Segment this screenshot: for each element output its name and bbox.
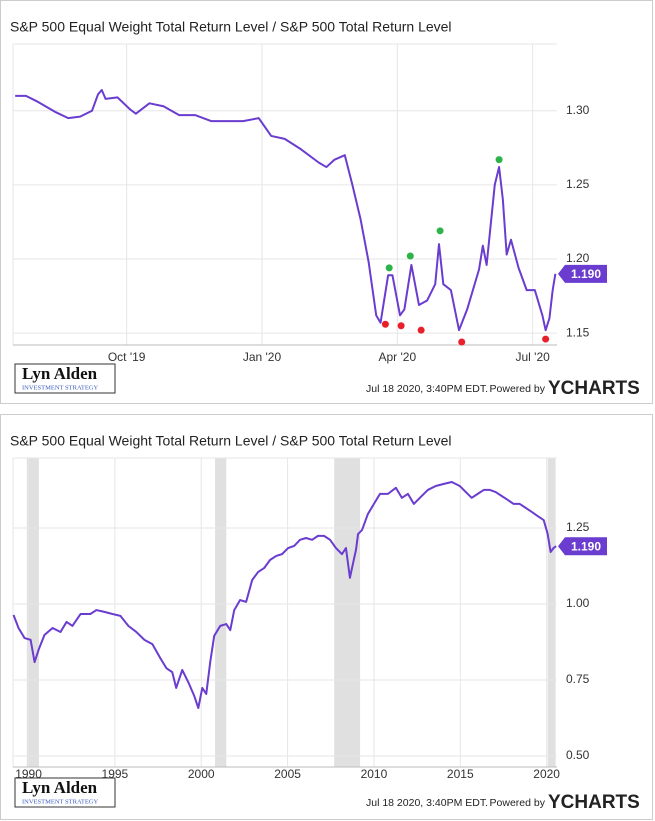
shaded-period <box>547 458 556 767</box>
y-tick-label: 1.20 <box>566 251 590 265</box>
chart-panel: S&P 500 Equal Weight Total Return Level … <box>0 414 653 820</box>
value-badge <box>558 264 607 283</box>
highlight-point <box>385 264 393 272</box>
shaded-period <box>215 458 227 767</box>
highlight-point <box>417 326 425 334</box>
highlight-point <box>381 320 389 328</box>
highlight-point <box>495 156 503 164</box>
brand-logo: YCHARTS <box>548 792 640 813</box>
brand-logo: YCHARTS <box>548 378 640 399</box>
timestamp: Jul 18 2020, 3:40PM EDT. <box>366 797 488 809</box>
logo-title: Lyn Alden <box>22 364 98 383</box>
x-tick-label: 2000 <box>188 767 215 781</box>
y-tick-label: 0.50 <box>566 748 590 762</box>
logo-subtitle: INVESTMENT STRATEGY <box>22 798 99 805</box>
powered-by: Powered by <box>490 797 546 809</box>
panel-border <box>0 0 653 404</box>
x-tick-label: Jan '20 <box>243 350 282 364</box>
powered-by: Powered by <box>490 383 546 395</box>
highlight-point <box>436 227 444 235</box>
y-tick-label: 1.15 <box>566 325 590 339</box>
y-tick-label: 1.25 <box>566 520 590 534</box>
logo-subtitle: INVESTMENT STRATEGY <box>22 384 99 391</box>
panel-border <box>0 414 653 820</box>
shaded-period <box>334 458 361 767</box>
x-tick-label: Jul '20 <box>515 350 550 364</box>
shaded-period <box>26 458 39 767</box>
chart-panel: S&P 500 Equal Weight Total Return Level … <box>0 0 653 404</box>
y-tick-label: 1.00 <box>566 596 590 610</box>
highlight-point <box>406 252 414 260</box>
highlight-point <box>458 338 466 346</box>
value-label: 1.190 <box>571 539 601 553</box>
logo-title: Lyn Alden <box>22 778 98 797</box>
chart-title: S&P 500 Equal Weight Total Return Level … <box>10 19 452 35</box>
highlight-point <box>397 322 405 330</box>
logo-box <box>14 777 116 808</box>
y-tick-label: 1.25 <box>566 177 590 191</box>
data-line <box>12 481 557 709</box>
chart-title: S&P 500 Equal Weight Total Return Level … <box>10 433 452 449</box>
timestamp: Jul 18 2020, 3:40PM EDT. <box>366 383 488 395</box>
value-badge <box>558 537 607 556</box>
x-tick-label: 2010 <box>361 767 388 781</box>
data-line <box>15 88 557 332</box>
value-label: 1.190 <box>571 267 601 281</box>
x-tick-label: 2015 <box>447 767 474 781</box>
x-tick-label: Oct '19 <box>108 350 146 364</box>
logo-box <box>14 363 116 394</box>
x-tick-label: 2020 <box>533 767 560 781</box>
x-tick-label: 2005 <box>274 767 301 781</box>
highlight-point <box>542 335 550 343</box>
x-tick-label: Apr '20 <box>378 350 416 364</box>
y-tick-label: 0.75 <box>566 672 590 686</box>
y-tick-label: 1.30 <box>566 103 590 117</box>
